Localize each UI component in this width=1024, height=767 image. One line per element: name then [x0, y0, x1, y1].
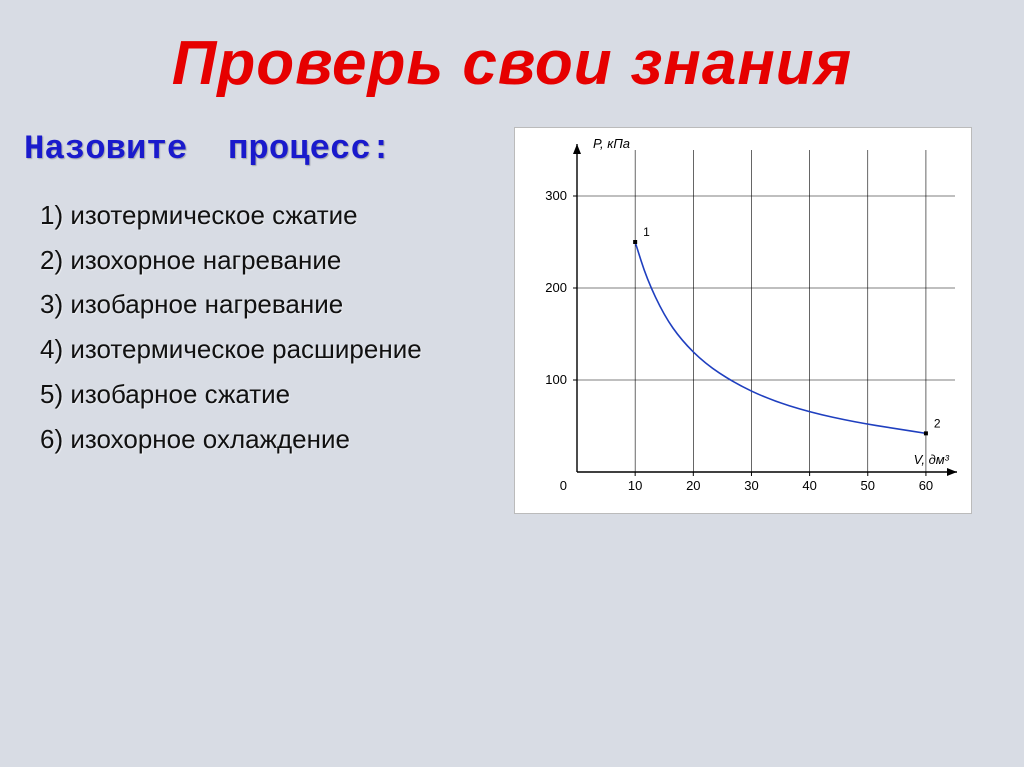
svg-text:2: 2	[934, 416, 941, 430]
page-title: Проверь свои знания	[0, 0, 1024, 99]
content-row: Назовите процесс: 1) изотермическое сжат…	[0, 99, 1024, 514]
svg-text:1: 1	[643, 225, 650, 239]
svg-text:300: 300	[545, 188, 567, 203]
svg-text:50: 50	[861, 478, 875, 493]
svg-text:60: 60	[919, 478, 933, 493]
question-subtitle: Назовите процесс:	[24, 131, 502, 169]
option-1: 1) изотермическое сжатие	[24, 193, 502, 238]
pv-chart: 10 20 30 40 50 60 100 200 300 0 P, кПа V, дм³ 1 2	[514, 127, 972, 514]
option-3: 3) изобарное нагревание	[24, 282, 502, 327]
svg-text:V, дм³: V, дм³	[914, 452, 950, 467]
svg-text:40: 40	[802, 478, 816, 493]
option-5: 5) изобарное сжатие	[24, 372, 502, 417]
svg-text:20: 20	[686, 478, 700, 493]
question-block: Назовите процесс: 1) изотермическое сжат…	[24, 127, 514, 461]
svg-text:10: 10	[628, 478, 642, 493]
svg-text:100: 100	[545, 372, 567, 387]
svg-text:0: 0	[560, 478, 567, 493]
option-4: 4) изотермическое расширение	[24, 327, 502, 372]
svg-text:P, кПа: P, кПа	[593, 136, 630, 151]
svg-text:200: 200	[545, 280, 567, 295]
option-2: 2) изохорное нагревание	[24, 238, 502, 283]
option-6: 6) изохорное охлаждение	[24, 417, 502, 462]
svg-text:30: 30	[744, 478, 758, 493]
